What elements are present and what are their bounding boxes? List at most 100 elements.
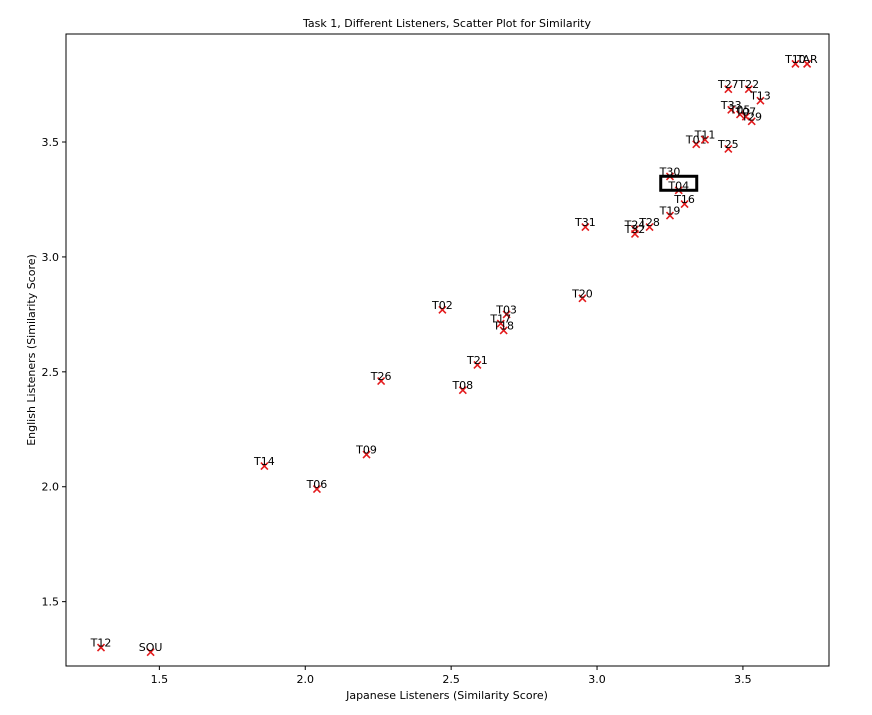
x-marker-stroke: [502, 310, 511, 319]
x-marker-stroke: [692, 140, 701, 149]
data-point: T05: [729, 103, 751, 119]
data-point: T31: [574, 216, 596, 232]
x-marker-stroke: [741, 112, 750, 121]
point-label: T17: [489, 313, 511, 326]
data-point: T08: [451, 379, 473, 395]
axes-frame: [65, 33, 830, 667]
x-marker-stroke: [458, 386, 467, 395]
point-label: T10: [784, 53, 806, 66]
x-marker-stroke: [260, 461, 269, 471]
data-point: T27: [717, 78, 739, 94]
point-label: T05: [729, 103, 751, 116]
point-label: T08: [451, 379, 473, 392]
x-marker-stroke: [146, 648, 155, 657]
data-point: T16: [673, 193, 695, 209]
x-marker-stroke: [377, 376, 386, 386]
x-tick-label: 2.5: [442, 673, 460, 686]
point-label: T29: [740, 110, 762, 123]
point-label: T27: [717, 78, 739, 91]
data-point: T32: [624, 223, 646, 239]
point-label: TAR: [796, 53, 818, 66]
x-marker-stroke: [791, 59, 800, 68]
x-tick-label: 2.0: [297, 673, 315, 686]
point-label: T13: [749, 90, 771, 103]
x-axis: 1.5 2.0 2.5 3.0 3.5: [151, 666, 752, 686]
x-marker-stroke: [747, 117, 756, 126]
x-marker-stroke: [362, 450, 371, 459]
x-marker-stroke: [665, 211, 675, 220]
x-marker-stroke: [581, 222, 590, 232]
x-marker-stroke: [499, 326, 508, 335]
x-marker-stroke: [496, 319, 505, 328]
x-marker-stroke: [744, 85, 753, 94]
x-tick-label: 1.5: [151, 673, 169, 686]
data-point: T10: [784, 53, 806, 68]
x-marker-stroke: [645, 222, 654, 232]
x-marker-stroke: [578, 294, 587, 303]
point-label: T14: [253, 455, 275, 468]
point-label: T25: [717, 138, 739, 151]
data-point: T29: [740, 110, 762, 126]
y-tick-label: 2.0: [42, 481, 60, 494]
x-marker-stroke: [680, 199, 689, 209]
data-point: T22: [737, 78, 759, 94]
y-axis-label: English Listeners (Similarity Score): [25, 254, 38, 446]
data-point: T11: [694, 129, 716, 144]
x-marker-stroke: [724, 144, 733, 153]
data-point: T02: [431, 299, 453, 314]
x-tick-label: 3.0: [588, 673, 606, 686]
x-axis-label: Japanese Listeners (Similarity Score): [345, 689, 548, 702]
point-label: T19: [659, 205, 681, 218]
x-marker-stroke: [803, 59, 812, 68]
point-label: T32: [624, 223, 646, 236]
data-point: T18: [492, 319, 514, 335]
data-point: T03: [495, 303, 517, 319]
point-label: SOU: [139, 641, 163, 654]
point-label: T18: [492, 319, 514, 332]
data-point: T28: [638, 216, 660, 232]
y-tick-label: 3.5: [42, 136, 60, 149]
data-point: T12: [90, 637, 112, 652]
data-point: T13: [749, 90, 771, 105]
x-marker-stroke: [700, 135, 710, 144]
y-tick-label: 3.0: [42, 251, 60, 264]
x-marker-stroke: [727, 105, 736, 114]
x-marker-stroke: [473, 360, 482, 370]
point-label: T06: [306, 478, 328, 491]
point-label: T16: [673, 193, 695, 206]
highlight-box: [659, 174, 699, 192]
point-label: T09: [355, 444, 377, 457]
point-label: T12: [90, 637, 112, 650]
point-label: T20: [571, 287, 593, 300]
point-label: T22: [737, 78, 759, 91]
data-point: SOU: [139, 641, 163, 657]
x-tick-label: 3.5: [734, 673, 752, 686]
x-marker-stroke: [724, 85, 733, 94]
point-label: T26: [370, 370, 392, 383]
x-marker-stroke: [630, 229, 640, 239]
point-label: T03: [495, 303, 517, 316]
data-point: T14: [253, 455, 275, 471]
point-label: T28: [638, 216, 660, 229]
y-axis: 1.5 2.0 2.5 3.0 3.5: [42, 136, 66, 609]
point-label: T21: [466, 354, 488, 367]
data-point: T20: [571, 287, 593, 303]
data-point: TAR: [796, 53, 818, 68]
point-label: T31: [574, 216, 596, 229]
point-label: T33: [720, 99, 742, 112]
data-point: T09: [355, 444, 377, 459]
chart-title: Task 1, Different Listeners, Scatter Plo…: [302, 17, 591, 30]
data-point: T07: [734, 106, 756, 121]
point-label: T11: [694, 129, 716, 142]
point-label: T02: [431, 299, 453, 312]
x-marker-stroke: [438, 305, 447, 314]
data-point: T33: [720, 99, 742, 114]
point-label: T24: [624, 218, 646, 231]
point-label: T07: [734, 106, 756, 119]
data-point: T19: [659, 205, 681, 220]
x-marker-stroke: [756, 96, 765, 105]
data-point: T26: [370, 370, 392, 386]
